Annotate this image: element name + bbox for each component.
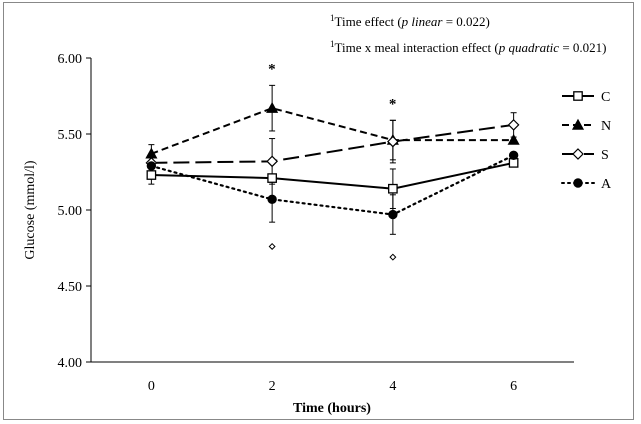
data-point-s [266,155,278,168]
legend-label-n: N [601,119,611,134]
legend-label-s: S [601,148,609,163]
series-line-a [150,154,515,216]
y-tick-label: 5.00 [58,204,83,219]
data-point-c [146,170,157,180]
data-point-a [267,194,277,205]
data-point-a [508,150,519,160]
data-point-a [388,209,398,220]
x-tick-label: 2 [269,379,276,394]
data-point-s [387,135,399,148]
y-axis-title: Glucose (mmol/l) [23,160,38,259]
annotation-interaction-effect: 1Time x meal interaction effect (p quadr… [330,39,607,55]
chart-border [3,2,634,420]
data-point-s [507,119,520,131]
x-axis-title: Time (hours) [293,401,371,416]
significance-star: * [268,61,276,77]
legend-label-c: C [601,90,610,105]
significance-star: * [389,96,397,112]
legend-marker-a [573,178,583,188]
series-line-s [151,123,514,164]
legend-label-a: A [601,177,612,192]
legend-marker-n [571,118,585,130]
legend-marker-c [573,91,583,101]
x-tick-label: 4 [389,379,396,394]
data-point-c [267,173,277,183]
y-tick-label: 4.00 [58,356,83,371]
x-tick-label: 6 [510,379,517,394]
legend-marker-s [572,148,584,160]
outlier-point-s [268,242,276,250]
annotation-time-effect: 1Time effect (p linear = 0.022) [330,13,490,29]
series-line-n [151,107,514,155]
plot-area: 4.00 4.50 5.00 5.50 6.00 0 2 4 6 * * [58,52,574,394]
data-point-c [388,183,398,194]
y-tick-label: 4.50 [58,280,83,295]
data-point-n [266,101,279,113]
data-point-a [146,161,157,171]
outlier-point-s [389,253,397,261]
x-tick-label: 0 [148,379,155,394]
y-tick-label: 6.00 [58,52,83,67]
y-tick-label: 5.50 [58,128,83,143]
series-line-c [151,161,514,190]
data-point-n [507,133,520,145]
